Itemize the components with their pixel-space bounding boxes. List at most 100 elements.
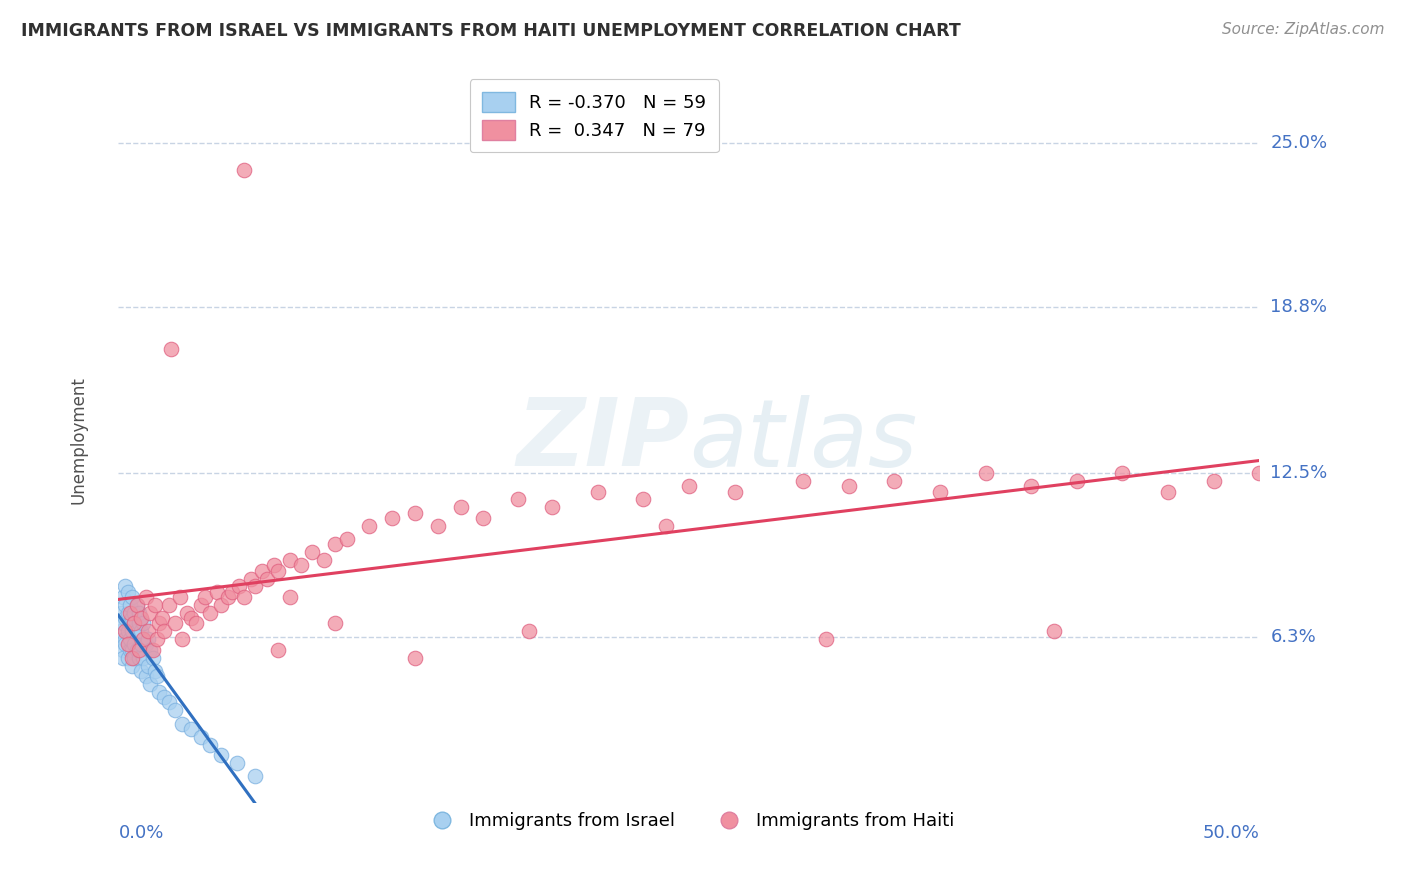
- Point: [124, 650, 146, 665]
- Point: [586, 484, 609, 499]
- Point: [198, 606, 221, 620]
- Point: [148, 616, 170, 631]
- Point: [128, 606, 150, 620]
- Point: [190, 730, 212, 744]
- Point: [132, 632, 155, 647]
- Point: [221, 584, 243, 599]
- Point: [129, 664, 152, 678]
- Point: [1249, 466, 1271, 480]
- Point: [165, 616, 187, 631]
- Point: [118, 598, 141, 612]
- Point: [121, 658, 143, 673]
- Text: 50.0%: 50.0%: [1202, 824, 1260, 842]
- Point: [1111, 466, 1133, 480]
- Point: [118, 616, 141, 631]
- Point: [323, 616, 346, 631]
- Text: 12.5%: 12.5%: [1271, 464, 1327, 482]
- Point: [335, 532, 357, 546]
- Point: [143, 598, 166, 612]
- Point: [1202, 474, 1225, 488]
- Point: [678, 479, 700, 493]
- Point: [176, 606, 198, 620]
- Point: [404, 650, 426, 665]
- Point: [117, 650, 139, 665]
- Point: [117, 606, 139, 620]
- Point: [121, 611, 143, 625]
- Point: [110, 624, 132, 639]
- Point: [110, 606, 132, 620]
- Point: [129, 624, 152, 639]
- Point: [117, 584, 139, 599]
- Text: 18.8%: 18.8%: [1271, 298, 1327, 316]
- Point: [117, 638, 139, 652]
- Point: [404, 506, 426, 520]
- Point: [124, 616, 146, 631]
- Point: [111, 590, 134, 604]
- Point: [228, 579, 250, 593]
- Point: [153, 690, 176, 705]
- Point: [180, 722, 202, 736]
- Point: [124, 616, 146, 631]
- Point: [172, 632, 194, 647]
- Point: [256, 572, 278, 586]
- Point: [135, 669, 157, 683]
- Point: [114, 579, 136, 593]
- Point: [250, 564, 273, 578]
- Point: [263, 558, 285, 573]
- Point: [723, 484, 745, 499]
- Point: [124, 638, 146, 652]
- Point: [381, 511, 404, 525]
- Point: [792, 474, 814, 488]
- Point: [135, 638, 157, 652]
- Point: [1066, 474, 1088, 488]
- Point: [450, 500, 472, 515]
- Point: [146, 632, 169, 647]
- Point: [136, 632, 159, 647]
- Point: [165, 703, 187, 717]
- Point: [150, 611, 173, 625]
- Point: [121, 650, 143, 665]
- Point: [118, 632, 141, 647]
- Point: [655, 518, 678, 533]
- Point: [128, 642, 150, 657]
- Point: [1043, 624, 1066, 639]
- Point: [290, 558, 312, 573]
- Point: [139, 606, 162, 620]
- Point: [205, 584, 228, 599]
- Point: [838, 479, 860, 493]
- Point: [114, 624, 136, 639]
- Point: [631, 492, 654, 507]
- Point: [142, 642, 165, 657]
- Legend: Immigrants from Israel, Immigrants from Haiti: Immigrants from Israel, Immigrants from …: [416, 805, 962, 838]
- Point: [312, 553, 335, 567]
- Point: [278, 590, 301, 604]
- Point: [426, 518, 449, 533]
- Text: IMMIGRANTS FROM ISRAEL VS IMMIGRANTS FROM HAITI UNEMPLOYMENT CORRELATION CHART: IMMIGRANTS FROM ISRAEL VS IMMIGRANTS FRO…: [21, 22, 960, 40]
- Point: [209, 598, 232, 612]
- Point: [974, 466, 997, 480]
- Point: [472, 511, 495, 525]
- Point: [128, 616, 150, 631]
- Point: [157, 696, 180, 710]
- Text: 25.0%: 25.0%: [1271, 135, 1327, 153]
- Point: [125, 598, 148, 612]
- Point: [114, 638, 136, 652]
- Point: [267, 564, 290, 578]
- Point: [125, 642, 148, 657]
- Point: [129, 611, 152, 625]
- Point: [125, 598, 148, 612]
- Point: [323, 537, 346, 551]
- Text: ZIP: ZIP: [516, 394, 689, 486]
- Point: [129, 638, 152, 652]
- Point: [111, 616, 134, 631]
- Point: [148, 685, 170, 699]
- Point: [153, 624, 176, 639]
- Point: [226, 756, 249, 771]
- Point: [1157, 484, 1180, 499]
- Point: [135, 590, 157, 604]
- Point: [184, 616, 207, 631]
- Point: [121, 590, 143, 604]
- Point: [121, 642, 143, 657]
- Point: [267, 642, 290, 657]
- Point: [169, 590, 191, 604]
